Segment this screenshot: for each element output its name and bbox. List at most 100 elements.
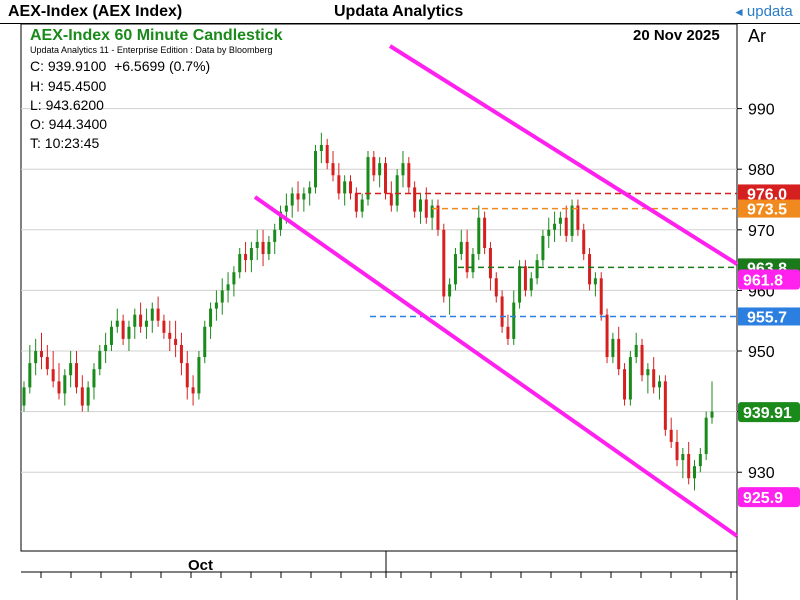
close-value: C: 939.9100 <box>30 58 107 74</box>
candle-body <box>273 229 277 242</box>
candle-body <box>483 217 487 248</box>
level-tag-bg <box>738 184 800 203</box>
candle-body <box>704 417 708 455</box>
candle-body <box>133 314 137 327</box>
candle-body <box>238 254 242 273</box>
candle-body <box>255 241 259 248</box>
candle-body <box>267 241 271 255</box>
candle-body <box>343 181 347 194</box>
price-tag-label: 925.9 <box>743 490 783 507</box>
candle-body <box>150 308 154 321</box>
level-tag-label: 973.5 <box>747 202 787 219</box>
candle-body <box>663 381 667 430</box>
candle-body <box>541 235 545 261</box>
candle-body <box>710 411 714 418</box>
y-tick-label: 930 <box>748 465 775 482</box>
candle-body <box>127 326 131 339</box>
candle-body <box>675 441 679 461</box>
candle-body <box>45 357 49 370</box>
candle-body <box>360 199 364 212</box>
candle-body <box>28 363 32 388</box>
axis-unit-label: Ar <box>748 26 766 46</box>
candle-body <box>453 254 457 285</box>
candle-body <box>512 302 516 339</box>
price-tag-bg <box>738 269 800 290</box>
channel-lower <box>253 195 739 538</box>
candle-body <box>279 211 283 230</box>
candle-body <box>86 387 90 406</box>
level-tag-bg <box>738 199 800 218</box>
candle-body <box>558 217 562 224</box>
y-tick-label: 950 <box>748 344 775 361</box>
candle-body <box>687 454 691 479</box>
candle-body <box>407 163 411 188</box>
candle-body <box>564 217 568 236</box>
candle-body <box>244 254 248 261</box>
candle-body <box>80 387 84 406</box>
candle-body <box>623 369 627 400</box>
candle-body <box>652 369 656 388</box>
candle-body <box>337 175 341 194</box>
candle-body <box>308 187 312 194</box>
level-tag-bg <box>738 307 800 326</box>
candle-body <box>413 187 417 212</box>
chart-date: 20 Nov 2025 <box>633 27 720 44</box>
candle-body <box>640 344 644 376</box>
candle-body <box>203 326 207 358</box>
candle-body <box>506 326 510 339</box>
candle-body <box>174 338 178 345</box>
candle-body <box>488 247 492 279</box>
candle-body <box>22 387 26 406</box>
candle-body <box>599 278 603 315</box>
price-tag-bg <box>738 402 800 423</box>
candle-body <box>424 199 428 218</box>
channel-upper <box>388 44 739 266</box>
ohlc-high: H: 945.4500 <box>30 78 107 94</box>
candle-body <box>214 302 218 309</box>
candle-body <box>605 314 609 358</box>
candle-body <box>611 338 615 358</box>
candle-body <box>529 278 533 291</box>
candle-body <box>389 193 393 206</box>
candle-body <box>209 308 213 327</box>
instrument-title: AEX-Index (AEX Index) <box>8 3 183 20</box>
candle-body <box>197 357 201 394</box>
ohlc-close: C: 939.9100 +6.5699 (0.7%) <box>30 58 210 74</box>
candle-body <box>249 247 253 261</box>
brand-arrow-icon: ◄ <box>733 5 745 19</box>
candle-body <box>302 193 306 200</box>
candle-body <box>168 332 172 339</box>
candle-body <box>383 163 387 194</box>
price-tag-label: 961.8 <box>743 273 783 290</box>
candle-body <box>372 157 376 176</box>
price-tag-label: 939.91 <box>743 405 792 422</box>
candle-body <box>494 278 498 297</box>
candle-body <box>325 144 329 164</box>
edition-label: Updata Analytics 11 - Enterprise Edition… <box>30 45 273 55</box>
candle-body <box>523 266 527 291</box>
candle-body <box>331 163 335 176</box>
candle-body <box>144 320 148 327</box>
level-tag-label: 955.7 <box>747 309 787 326</box>
candle-body <box>465 241 469 273</box>
brand-logo[interactable]: ◄ updata <box>733 3 793 20</box>
ohlc-time: T: 10:23:45 <box>30 135 100 151</box>
candle-body <box>658 381 662 388</box>
candle-body <box>354 193 358 212</box>
candle-body <box>477 217 481 255</box>
app-header: AEX-Index (AEX Index) Updata Analytics ◄… <box>0 0 800 24</box>
candle-body <box>290 193 294 206</box>
brand-text: updata <box>746 3 793 20</box>
candle-body <box>98 351 102 370</box>
candle-body <box>349 181 353 194</box>
candle-body <box>69 363 73 376</box>
app-title: Updata Analytics <box>334 3 464 20</box>
candle-body <box>693 466 697 479</box>
candle-body <box>104 344 108 352</box>
candle-body <box>261 241 265 255</box>
change-value: +6.5699 (0.7%) <box>114 58 211 74</box>
candle-body <box>500 296 504 327</box>
candle-body <box>92 369 96 388</box>
candle-body <box>448 284 452 297</box>
